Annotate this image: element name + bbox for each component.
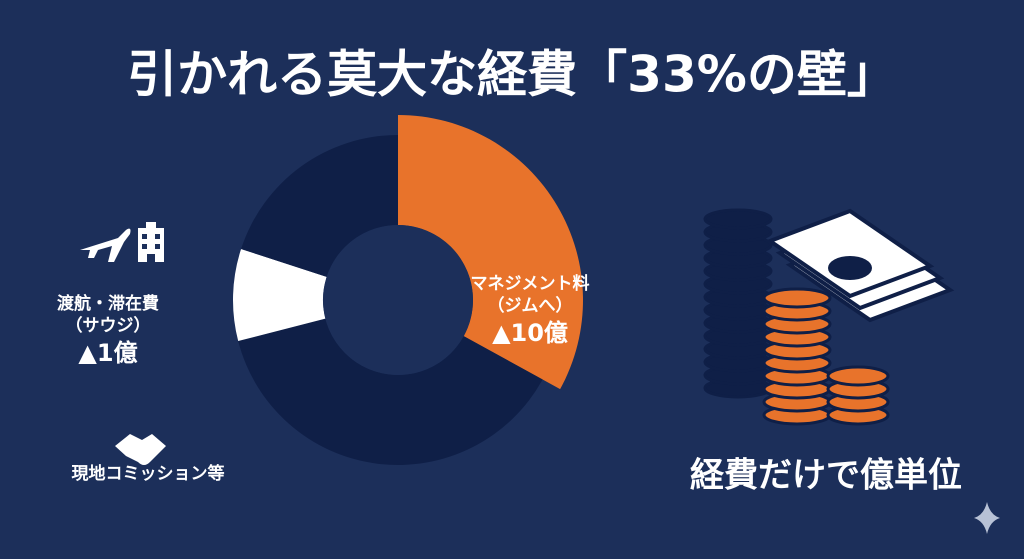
segment-amount: ▲1億 (78, 339, 137, 367)
donut-segment (238, 318, 543, 465)
money-illustration (703, 208, 955, 426)
bill (765, 208, 935, 299)
coin (703, 208, 773, 230)
donut-segment (233, 249, 327, 342)
handshake-icon (115, 434, 166, 465)
caption: 経費だけで億単位 (690, 456, 962, 496)
segment-label: （ジムへ） (488, 295, 573, 316)
segment-label: （サウジ） (66, 315, 151, 336)
building-windows (142, 234, 160, 262)
coin (762, 287, 832, 309)
coin (826, 365, 890, 387)
segment-label: マネジメント料 (471, 273, 590, 294)
segment-amount: ▲10億 (492, 319, 568, 347)
segment-label: 渡航・滞在費 (57, 293, 159, 314)
donut-hole (323, 225, 473, 375)
sparkle (974, 502, 1000, 534)
donut-segment (241, 135, 398, 277)
bill-mark (828, 256, 872, 280)
segment-label: 現地コミッション等 (72, 463, 225, 484)
donut-segment (398, 115, 583, 390)
chart-title: 引かれる莫大な経費「33%の壁」 (127, 46, 897, 104)
